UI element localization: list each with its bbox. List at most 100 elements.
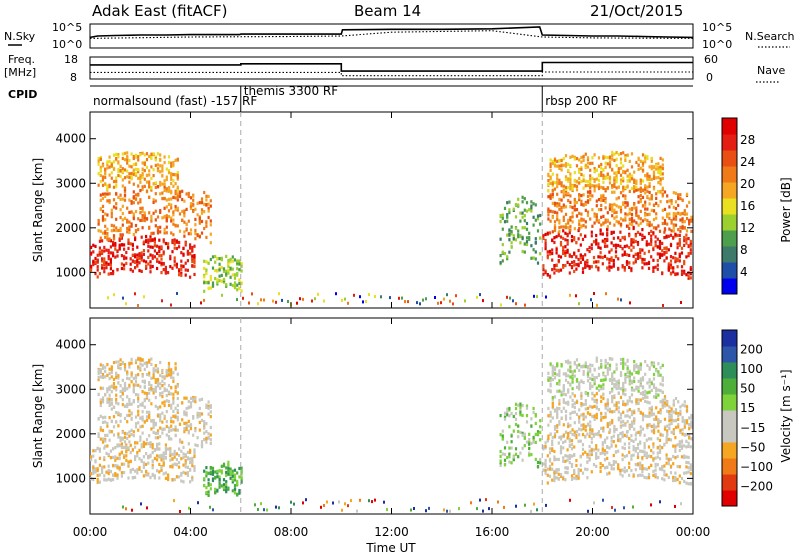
scatter-cell bbox=[569, 382, 572, 386]
scatter-cell bbox=[181, 418, 184, 422]
scatter-cell bbox=[123, 186, 127, 190]
scatter-cell bbox=[644, 360, 647, 364]
scatter-cell bbox=[586, 161, 590, 165]
scatter-cell bbox=[567, 368, 570, 372]
scatter-cell bbox=[137, 421, 140, 425]
scatter-cell bbox=[106, 213, 109, 217]
scatter-cell bbox=[665, 234, 668, 238]
scatter-cell bbox=[176, 157, 179, 161]
scatter-cell bbox=[617, 170, 620, 174]
scatter-cell bbox=[569, 200, 572, 204]
scatter-cell bbox=[558, 225, 561, 230]
scatter-cell bbox=[121, 390, 124, 394]
scatter-cell bbox=[566, 454, 569, 458]
scatter-cell bbox=[595, 242, 598, 246]
scatter-cell bbox=[599, 469, 602, 473]
scatter-cell bbox=[562, 392, 565, 396]
scatter-cell bbox=[96, 268, 99, 272]
scatter-cell bbox=[146, 506, 148, 510]
scatter-cell bbox=[123, 388, 127, 392]
scatter-cell bbox=[655, 212, 658, 216]
scatter-cell bbox=[549, 219, 552, 223]
scatter-cell bbox=[630, 248, 633, 252]
scatter-cell bbox=[551, 371, 554, 375]
scatter-cell bbox=[597, 455, 600, 459]
scatter-cell bbox=[553, 471, 556, 475]
scatter-cell bbox=[198, 217, 201, 221]
scatter-cell bbox=[167, 366, 171, 370]
scatter-cell bbox=[227, 466, 230, 470]
scatter-cell bbox=[590, 265, 593, 269]
freq-tick-top: 18 bbox=[64, 53, 78, 66]
scatter-cell bbox=[595, 265, 598, 269]
scatter-cell bbox=[112, 478, 115, 482]
scatter-cell bbox=[666, 400, 669, 404]
scatter-cell bbox=[617, 410, 620, 414]
scatter-cell bbox=[586, 460, 589, 464]
scatter-cell bbox=[685, 229, 689, 233]
scatter-cell bbox=[141, 173, 144, 177]
scatter-cell bbox=[216, 475, 219, 479]
scatter-cell bbox=[650, 449, 653, 453]
scatter-cell bbox=[130, 165, 133, 169]
scatter-cell bbox=[521, 431, 524, 435]
scatter-cell bbox=[112, 228, 116, 232]
scatter-cell bbox=[238, 262, 241, 266]
scatter-cell bbox=[559, 473, 563, 477]
scatter-cell bbox=[163, 196, 166, 201]
scatter-cell bbox=[584, 208, 587, 212]
scatter-cell bbox=[633, 189, 636, 193]
scatter-cell bbox=[128, 159, 131, 163]
scatter-cell bbox=[506, 407, 509, 411]
scatter-cell bbox=[672, 428, 675, 432]
scatter-cell bbox=[123, 366, 127, 370]
scatter-cell bbox=[180, 251, 183, 255]
scatter-cell bbox=[666, 433, 669, 437]
scatter-cell bbox=[523, 208, 526, 212]
scatter-cell bbox=[130, 380, 133, 384]
scatter-cell bbox=[669, 272, 673, 276]
scatter-cell bbox=[506, 213, 509, 217]
scatter-cell bbox=[275, 505, 277, 509]
scatter-cell bbox=[132, 195, 135, 199]
scatter-cell bbox=[154, 369, 157, 373]
scatter-cell bbox=[110, 407, 113, 411]
scatter-cell bbox=[661, 241, 664, 245]
scatter-cell bbox=[248, 301, 250, 305]
scatter-cell bbox=[600, 208, 603, 212]
scatter-cell bbox=[689, 276, 692, 280]
scatter-cell bbox=[99, 168, 102, 172]
scatter-cell bbox=[205, 430, 208, 434]
scatter-cell bbox=[683, 226, 686, 230]
scatter-cell bbox=[116, 254, 119, 258]
scatter-cell bbox=[233, 468, 237, 472]
scatter-cell bbox=[690, 229, 693, 233]
scatter-cell bbox=[567, 431, 570, 436]
scatter-cell bbox=[209, 275, 212, 279]
scatter-cell bbox=[606, 233, 609, 237]
scatter-cell bbox=[440, 301, 442, 305]
scatter-cell bbox=[582, 365, 585, 369]
scatter-cell bbox=[665, 256, 668, 260]
scatter-cell bbox=[647, 249, 651, 254]
scatter-cell bbox=[198, 406, 201, 410]
scatter-cell bbox=[112, 425, 116, 429]
scatter-cell bbox=[617, 386, 620, 390]
scatter-cell bbox=[112, 153, 116, 157]
scatter-cell bbox=[126, 175, 129, 179]
scatter-cell bbox=[109, 239, 112, 243]
scatter-cell bbox=[238, 259, 241, 263]
scatter-cell bbox=[167, 171, 171, 175]
scatter-cell bbox=[149, 235, 152, 239]
scatter-cell bbox=[118, 457, 121, 461]
y-tick-label: 1000 bbox=[55, 265, 86, 279]
scatter-cell bbox=[114, 464, 117, 468]
scatter-cell bbox=[611, 209, 614, 213]
scatter-cell bbox=[624, 212, 627, 216]
scatter-cell bbox=[191, 264, 194, 268]
scatter-cell bbox=[567, 374, 570, 378]
scatter-cell bbox=[611, 190, 614, 194]
scatter-cell bbox=[159, 386, 162, 390]
scatter-cell bbox=[189, 480, 192, 484]
